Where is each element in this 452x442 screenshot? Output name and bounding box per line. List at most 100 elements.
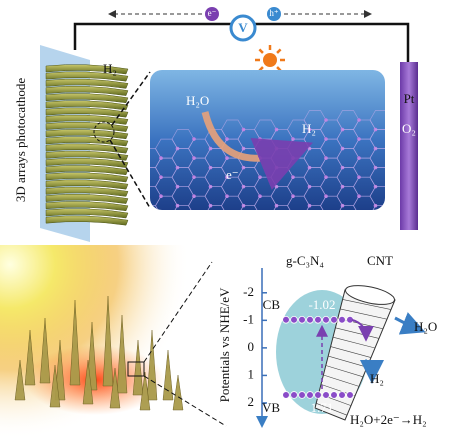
nanosheet	[45, 179, 129, 190]
lattice-hex	[205, 225, 227, 244]
lattice-atom	[192, 213, 196, 217]
lattice-atom	[390, 194, 394, 198]
tick-label: -2	[243, 284, 254, 299]
lattice-atom	[390, 213, 394, 217]
nanosheet	[45, 93, 129, 104]
lattice-atom	[192, 233, 196, 237]
nanocone	[139, 371, 151, 411]
nanosheet-array	[45, 64, 129, 226]
lattice-atom	[225, 252, 229, 256]
nanosheet	[45, 193, 129, 204]
lattice-atom	[390, 233, 394, 237]
nanosheet	[45, 136, 129, 147]
axis-label: Potentials vs NHE/eV	[217, 287, 232, 402]
lattice-hex	[204, 205, 228, 210]
lattice-atom	[159, 233, 163, 237]
carrier	[314, 315, 322, 324]
lattice-atom	[308, 223, 312, 227]
zoom-line	[143, 261, 213, 363]
nanocone	[14, 359, 26, 401]
lattice-atom	[324, 252, 328, 256]
hole-label: h⁺	[269, 8, 279, 18]
nanosheet	[45, 100, 129, 111]
carrier	[330, 315, 338, 324]
nanocone	[39, 317, 51, 384]
hole-badge	[267, 7, 281, 21]
lattice-atom	[390, 156, 394, 160]
lattice-atom	[242, 242, 246, 246]
lattice-hex	[255, 253, 277, 272]
carrier	[330, 391, 338, 399]
lattice-atom	[390, 118, 394, 122]
lattice-atom	[275, 223, 279, 227]
lattice-atom	[258, 233, 262, 237]
nanocone	[162, 349, 174, 401]
nanocone	[24, 329, 36, 386]
lattice-atom	[341, 242, 345, 246]
nanosheet	[45, 186, 129, 197]
nanosheet	[45, 172, 129, 183]
zoom-line	[111, 71, 151, 126]
lattice-hex	[369, 167, 385, 188]
nanosheet	[45, 129, 129, 140]
pt-electrode	[400, 62, 418, 230]
carrier	[338, 315, 346, 324]
carrier	[346, 391, 354, 399]
lattice-atom	[324, 233, 328, 237]
nanocone	[69, 299, 81, 386]
lattice-hex	[172, 225, 194, 244]
lattice-atom	[258, 213, 262, 217]
pt-product: O₂	[402, 121, 416, 136]
lattice-hex	[156, 215, 178, 234]
h2-arrow	[359, 359, 384, 384]
nanosheet	[45, 201, 129, 212]
equation: H₂O+2e⁻→H₂	[350, 412, 427, 427]
lattice-hex	[255, 215, 277, 234]
lattice-hex	[369, 110, 385, 130]
lattice-atom	[291, 233, 295, 237]
nanosheet	[45, 71, 129, 82]
lattice-hex	[354, 234, 376, 253]
carrier	[290, 391, 298, 399]
lattice-atom	[159, 213, 163, 217]
lattice-hex	[270, 205, 294, 210]
sun-ray	[276, 48, 282, 54]
lattice-atom	[242, 223, 246, 227]
panel-reactant: H₂O	[186, 93, 209, 108]
voltmeter-label: V	[238, 20, 248, 35]
nanocone	[82, 359, 94, 405]
lattice-hex	[369, 129, 385, 149]
zoom-circle	[93, 121, 115, 143]
lattice-hex	[370, 225, 392, 244]
zoom-line	[143, 375, 227, 427]
lattice-atom	[258, 252, 262, 256]
lattice-atom	[308, 242, 312, 246]
lattice-atom	[209, 242, 213, 246]
reaction-arrow	[201, 111, 313, 190]
cnt-tube	[314, 285, 396, 421]
nanosheet	[45, 114, 129, 125]
lattice-hex	[336, 205, 360, 210]
nanocone	[109, 367, 121, 409]
nanocone	[49, 364, 61, 408]
carrier	[314, 391, 322, 399]
lattice-hex	[150, 205, 162, 210]
lattice-atom	[291, 213, 295, 217]
tick-label: 2	[248, 394, 255, 409]
lattice-hex	[369, 186, 385, 207]
lattice-atom	[341, 261, 345, 265]
tick-label: 0	[248, 339, 255, 354]
lattice-atom	[374, 242, 378, 246]
sun-ray	[258, 48, 264, 54]
carrier	[298, 315, 306, 324]
lattice-hex	[271, 225, 293, 244]
carrier	[282, 391, 290, 399]
carrier	[306, 315, 314, 324]
lattice-atom	[357, 213, 361, 217]
nanosheet	[45, 157, 129, 168]
lattice-atom	[275, 242, 279, 246]
lattice-hex	[321, 234, 343, 253]
lattice-hex	[321, 215, 343, 234]
zoom-line	[109, 139, 151, 209]
